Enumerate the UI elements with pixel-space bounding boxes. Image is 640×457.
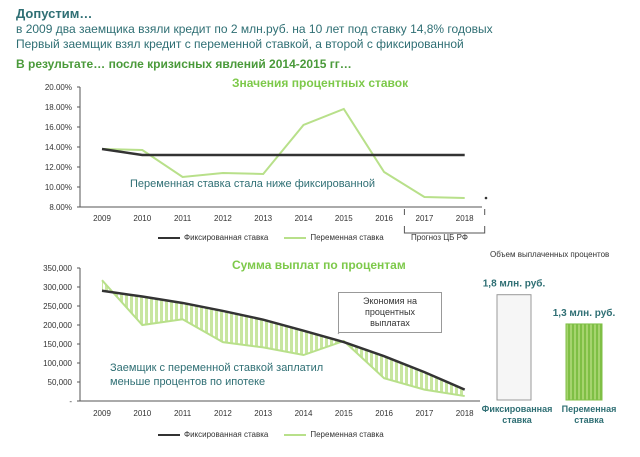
series-fixed-payments [101,289,466,391]
pay-x-tick-label: 2012 [214,409,232,418]
intro-title: Допустим… [16,6,93,21]
legend2-variable-label: Переменная ставка [310,430,384,439]
payments-annotation: Заемщик с переменной ставкой заплатил ме… [110,362,324,388]
intro-line-2: Первый заемщик взял кредит с переменной … [16,37,464,51]
pay-x-tick-label: 2018 [456,409,474,418]
forecast-label: Прогноз ЦБ РФ [411,233,468,242]
legend2-variable: Переменная ставка [284,430,384,439]
bar-fixed [496,294,532,401]
pay-x-tick-label: 2016 [375,409,393,418]
legend2-fixed-swatch [158,433,180,436]
legend2-fixed-label: Фиксированная ставка [184,430,269,439]
rates-y-tick-label: 16.00% [45,123,72,132]
rates-x-tick-label: 2010 [133,214,151,223]
legend-fixed-label: Фиксированная ставка [184,233,269,242]
rates-y-tick-label: 18.00% [45,103,72,112]
bar-value-fixed: 1,8 млн. руб. [483,278,546,290]
payments-chart-title: Сумма выплат по процентам [232,258,406,272]
bar-label-variable: Переменная ставка [561,404,617,425]
payments-legend: Фиксированная ставка Переменная ставка [158,430,400,439]
rates-chart-title: Значения процентных ставок [232,76,409,90]
pay-x-tick-label: 2010 [133,409,151,418]
rates-end-dot [484,196,488,200]
pay-x-tick-label: 2017 [416,409,434,418]
pay-x-tick-label: 2014 [295,409,313,418]
legend-variable-label: Переменная ставка [310,233,384,242]
pay-x-tick-label: 2015 [335,409,353,418]
bar-label-fixed: Фиксированная ставка [481,404,553,425]
rates-x-tick-label: 2015 [335,214,353,223]
series-variable-rate [101,107,465,199]
savings-callout-text: Экономия на процентных выплатах [362,296,418,328]
rates-chart: 8.00% 10.00% 12.00% 14.00% 16.00% 18.00% 20.00… [45,83,488,234]
rates-x-tick-label: 2016 [375,214,393,223]
payments-chart: - 50,000 100,000 150,000 200,000 250,000 300,0… [43,264,480,418]
legend-variable: Переменная ставка [284,233,384,242]
forecast-bracket [403,209,486,234]
rates-y-tick-label: 10.00% [45,183,72,192]
result-heading: В результате… после кризисных явлений 20… [16,57,352,71]
pay-y-tick-label: - [69,397,72,406]
pay-x-tick-label: 2013 [254,409,272,418]
bar-variable [565,323,603,401]
pay-x-tick-label: 2011 [174,409,192,418]
series-fixed-rate [101,147,465,157]
pay-x-tick-label: 2009 [93,409,111,418]
rates-legend: Фиксированная ставка Переменная ставка [158,233,400,242]
legend-fixed: Фиксированная ставка [158,233,268,242]
rates-y-tick-label: 8.00% [49,203,72,212]
series-variable-payments [101,279,465,398]
rates-x-tick-label: 2011 [174,214,192,223]
pay-y-tick-label: 50,000 [48,378,73,387]
pay-y-tick-label: 200,000 [43,321,72,330]
rates-y-tick-label: 20.00% [45,83,72,92]
bar-value-variable: 1,3 млн. руб. [553,307,616,319]
pay-y-tick-label: 150,000 [43,340,72,349]
rates-x-tick-label: 2017 [416,214,434,223]
legend2-variable-swatch [284,433,307,436]
legend-variable-swatch [284,236,307,239]
pay-y-tick-label: 100,000 [43,359,72,368]
bars-chart: 1,8 млн. руб. 1,3 млн. руб. [483,278,616,401]
rates-x-tick-label: 2012 [214,214,232,223]
rates-y-tick-label: 12.00% [45,163,72,172]
pay-y-tick-label: 250,000 [43,302,72,311]
bars-title: Объем выплаченных процентов [490,250,610,259]
savings-callout: Экономия на процентных выплатах [338,292,442,333]
rates-x-tick-label: 2013 [254,214,272,223]
pay-y-tick-label: 350,000 [43,264,72,273]
rates-x-tick-label: 2009 [93,214,111,223]
intro-line-1: в 2009 два заемщика взяли кредит по 2 мл… [16,22,493,36]
pay-y-tick-label: 300,000 [43,283,72,292]
savings-area [102,280,465,397]
rates-annotation: Переменная ставка стала ниже фиксированн… [130,178,375,190]
rates-x-tick-label: 2018 [456,214,474,223]
rates-y-tick-label: 14.00% [45,143,72,152]
rates-x-tick-label: 2014 [295,214,313,223]
legend-fixed-swatch [158,236,180,239]
legend2-fixed: Фиксированная ставка [158,430,268,439]
